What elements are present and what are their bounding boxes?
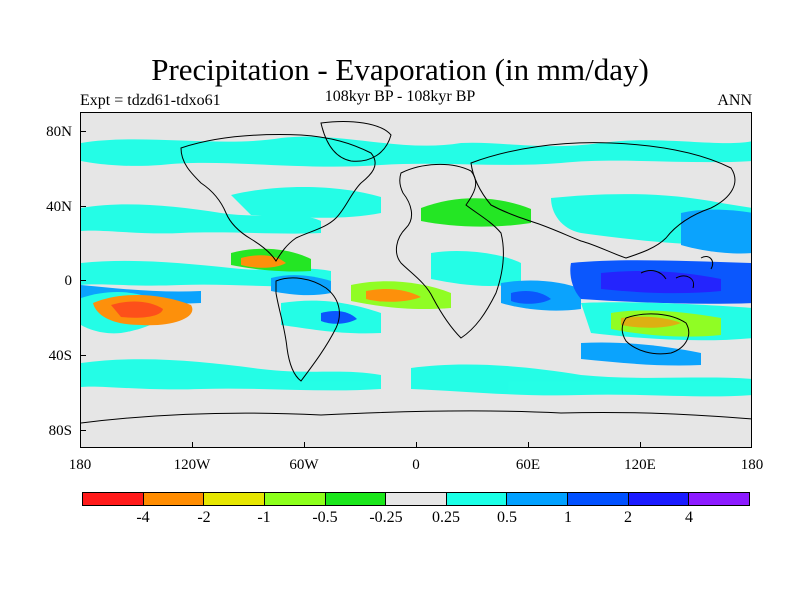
colorbar-swatch: [628, 493, 690, 505]
lon-tick-label: 0: [412, 457, 420, 473]
lon-tick-mark: [304, 442, 305, 448]
map-svg: [81, 121, 751, 424]
colorbar-label: 0.5: [497, 509, 517, 526]
lon-tick-label: 120E: [624, 457, 656, 473]
colorbar-swatch: [325, 493, 387, 505]
lat-tick-mark: [80, 355, 86, 356]
continent-outlines: [81, 121, 751, 424]
asia-outline: [470, 142, 736, 259]
lat-tick-label: 0: [64, 273, 73, 289]
colorbar-label: -1: [257, 509, 271, 526]
lat-tick-mark: [80, 430, 86, 431]
colorbar-label: 2: [624, 509, 632, 526]
colorbar-swatch: [264, 493, 326, 505]
colorbar-swatch: [568, 493, 629, 505]
colorbar-label: -4: [136, 509, 150, 526]
lat-tick-label: 80S: [48, 423, 72, 439]
colorbar-label: 1: [564, 509, 572, 526]
map-panel: [80, 112, 752, 448]
colorbar-swatch: [83, 493, 144, 505]
lat-tick-label: 80N: [46, 124, 72, 140]
lon-tick-mark: [528, 442, 529, 448]
colorbar-swatch: [507, 493, 569, 505]
lat-tick-label: 40N: [46, 199, 72, 215]
lon-tick-label: 60W: [289, 457, 319, 473]
maritime-islands-outline: [640, 255, 714, 289]
colorbar-swatch: [386, 493, 447, 505]
colorbar-label: -0.5: [312, 509, 338, 526]
antarctica-outline: [81, 410, 751, 424]
colorbar-label: -2: [197, 509, 211, 526]
europe-africa-outline: [395, 163, 504, 339]
lat-tick-mark: [80, 131, 86, 132]
lon-tick-label: 180: [740, 457, 764, 473]
colorbar-label: -0.25: [369, 509, 403, 526]
lon-tick-label: 60E: [515, 457, 541, 473]
south-america-outline: [275, 277, 340, 382]
chart-title: Precipitation - Evaporation (in mm/day): [151, 52, 649, 87]
australia-outline: [621, 313, 690, 355]
period-label: ANN: [717, 92, 752, 109]
colorbar-swatch: [143, 493, 205, 505]
colorbar-label: 4: [685, 509, 693, 526]
lon-tick-label: 120W: [173, 457, 211, 473]
colorbar-swatch: [204, 493, 265, 505]
greenland-outline: [320, 121, 392, 162]
lat-tick-mark: [80, 280, 86, 281]
field-patches: [81, 136, 751, 397]
lat-tick-label: 40S: [48, 348, 72, 364]
lon-tick-mark: [416, 442, 417, 448]
chart-subtitle: 108kyr BP - 108kyr BP: [324, 88, 476, 105]
lon-tick-mark: [640, 442, 641, 448]
colorbar: [82, 492, 750, 506]
colorbar-swatch: [446, 493, 508, 505]
colorbar-swatch: [689, 493, 750, 505]
lat-tick-mark: [80, 206, 86, 207]
north-america-outline: [180, 134, 376, 262]
lon-tick-label: 180: [68, 457, 92, 473]
experiment-label: Expt = tdzd61-tdxo61: [80, 92, 221, 109]
lon-tick-mark: [192, 442, 193, 448]
colorbar-label: 0.25: [432, 509, 460, 526]
